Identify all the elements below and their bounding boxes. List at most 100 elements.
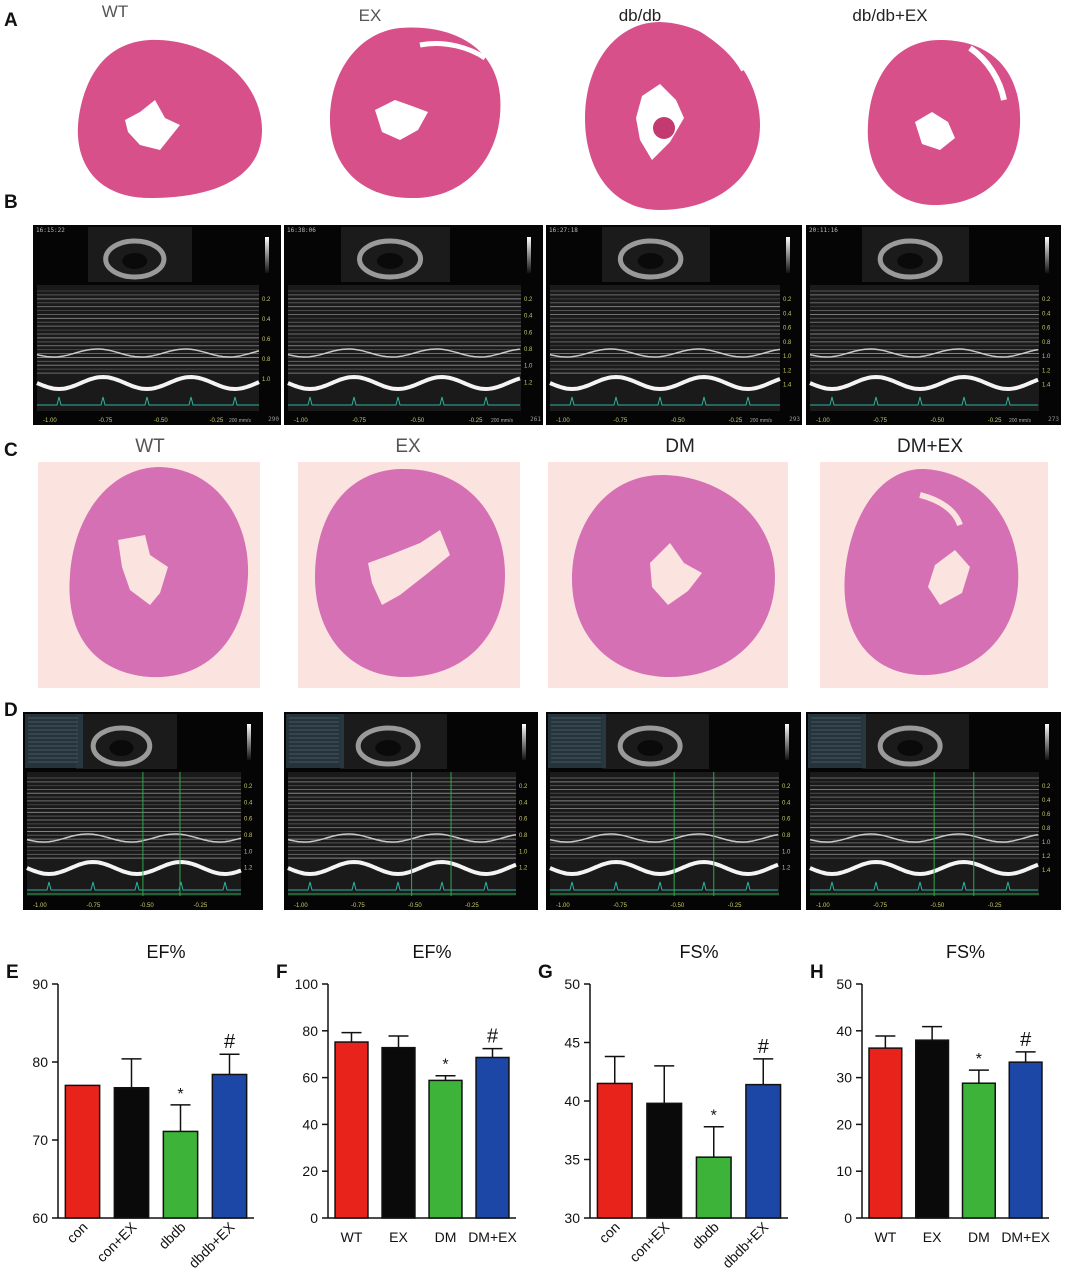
heart-section-dbdb [585,22,760,210]
depth-tick: 0.4 [262,317,271,323]
panel-c-label-dm-ex: DM+EX [897,436,963,457]
echo-timestamp: 20:11:16 [809,227,838,234]
bar-dbdb [162,1130,199,1219]
panel-a-label-wt: WT [101,2,129,21]
y-tick-label: 45 [564,1035,580,1051]
x-tick-label: WT [341,1229,363,1245]
y-tick-label: 80 [32,1054,48,1070]
time-tick: -1.00 [43,418,57,424]
depth-tick: 0.8 [524,347,533,353]
time-tick: -0.25 [469,418,483,424]
he-section-dm [572,474,775,677]
bar-dbdb+EX [211,1073,248,1219]
x-tick-label: EX [923,1229,942,1245]
depth-tick: 0.4 [1042,798,1051,804]
panel-a-heart-sections [77,22,1021,210]
significance-mark: * [976,1051,982,1068]
time-tick: -0.75 [352,418,366,424]
echo-b-3: 0.2 0.4 0.6 0.8 1.0 1.2 1.4 -1.00 -0.75 -0.50 -0.2… [546,225,802,425]
panel-a-label-ex: EX [358,6,382,25]
depth-tick: 0.4 [519,800,528,806]
y-tick-label: 90 [32,976,48,992]
panel-c-letter: C [4,440,18,461]
y-tick-label: 30 [564,1210,580,1226]
depth-tick: 1.0 [1042,840,1051,846]
bar-DM [428,1079,463,1219]
y-tick-label: 70 [32,1132,48,1148]
chart-title: EF% [412,942,451,962]
depth-tick: 1.2 [519,866,528,872]
depth-tick: 1.0 [262,377,271,383]
y-tick-label: 20 [836,1116,852,1132]
y-tick-label: 35 [564,1152,580,1168]
depth-tick: 1.0 [782,849,791,855]
heart-section-wt [77,39,262,198]
he-section-ex [315,468,505,677]
depth-tick: 0.6 [244,817,253,823]
echo-heart-rate: 293 [789,416,800,423]
he-section-wt [69,467,249,678]
y-tick-label: 100 [295,976,319,992]
depth-tick: 0.4 [782,800,791,806]
chart-title: EF% [146,942,185,962]
echo-d-1: 0.2 0.4 0.6 0.8 1.0 1.2 -1.00 -0.75 -0.50 -0.25 [23,712,263,910]
he-section-dm-ex [844,468,1019,676]
depth-tick: 0.6 [519,817,528,823]
depth-tick: 0.8 [1042,340,1051,346]
sweep-speed: 200 mm/s [750,418,772,424]
x-tick-label: dbdb+EX [185,1218,238,1271]
heart-section-ex [330,27,501,199]
depth-tick: 0.2 [782,784,791,790]
echo-d-2: 0.2 0.4 0.6 0.8 1.0 1.2 -1.00 -0.75 -0.50 -0.25 [284,712,538,910]
bar-DM+EX [1008,1061,1043,1219]
y-tick-label: 40 [302,1116,318,1132]
depth-tick: 0.8 [782,833,791,839]
panel-letter: E [6,962,19,983]
depth-tick: 1.2 [782,866,791,872]
significance-mark: # [1020,1029,1032,1051]
echo-b-4: 0.2 0.4 0.6 0.8 1.0 1.2 1.4 -1.00 -0.75 -0.50 -0.2… [806,225,1061,425]
depth-tick: 0.6 [262,337,271,343]
bar-con [64,1084,101,1219]
bar-EX [915,1039,950,1219]
significance-mark: * [711,1108,717,1125]
depth-tick: 0.2 [244,784,253,790]
y-tick-label: 20 [302,1163,318,1179]
significance-mark: * [177,1086,183,1103]
bar-WT [334,1041,369,1219]
time-tick: -1.00 [556,418,570,424]
depth-tick: 0.4 [1042,311,1051,317]
depth-tick: 1.2 [1042,854,1051,860]
x-tick-label: con+EX [93,1218,140,1265]
echo-heart-rate: 261 [530,416,541,423]
echo-timestamp: 16:38:06 [287,227,316,234]
sweep-speed: 200 mm/s [491,418,513,424]
x-tick-label: con [63,1219,90,1246]
y-tick-label: 80 [302,1023,318,1039]
time-tick: -0.50 [408,903,422,909]
panel-letter: G [538,962,553,983]
depth-tick: 0.8 [519,833,528,839]
echo-timestamp: 16:27:18 [549,227,578,234]
depth-tick: 1.0 [524,364,533,370]
depth-tick: 1.0 [519,849,528,855]
panel-c-label-ex: EX [395,436,421,457]
panel-letter: F [276,962,288,983]
panel-c-label-dm: DM [665,436,695,457]
y-tick-label: 0 [844,1210,852,1226]
y-tick-label: 0 [310,1210,318,1226]
depth-tick: 0.2 [519,784,528,790]
x-tick-label: EX [389,1229,408,1245]
significance-mark: # [758,1036,770,1058]
time-tick: -0.25 [210,418,224,424]
depth-tick: 0.6 [783,326,792,332]
x-tick-label: WT [874,1229,896,1245]
panel-b-letter: B [4,192,18,213]
depth-tick: 0.2 [524,297,533,303]
depth-tick: 1.4 [1042,868,1051,874]
panel-c-heart-sections [69,467,1019,678]
x-tick-label: dbdb [155,1219,188,1252]
chart-e: E EF% 60 70 80 90 con con+EX * dbdb # dbdb+EX [0,930,270,1282]
time-tick: -0.75 [351,903,365,909]
y-tick-label: 60 [32,1210,48,1226]
